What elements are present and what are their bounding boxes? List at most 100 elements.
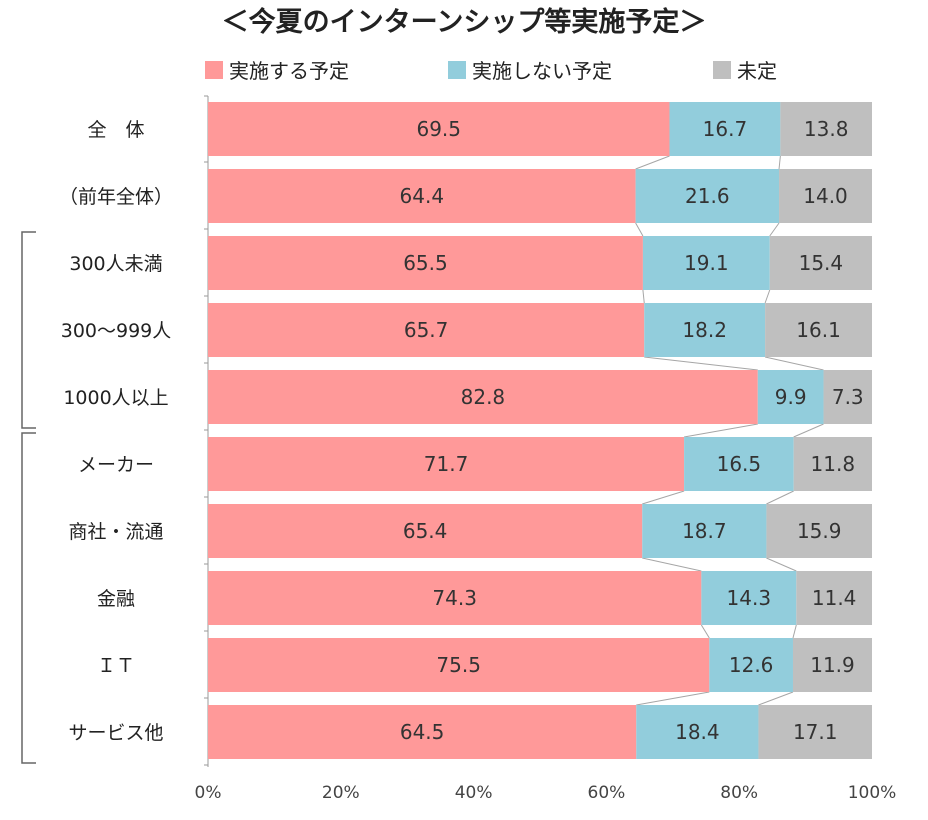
bar-segment — [208, 370, 758, 424]
data-label: 11.9 — [810, 653, 855, 677]
series-line — [642, 557, 702, 572]
data-label: 16.5 — [717, 452, 762, 476]
bar-segment — [636, 705, 759, 759]
series-line — [764, 356, 824, 371]
data-label: 14.3 — [727, 586, 772, 610]
data-label: 64.5 — [400, 720, 445, 744]
data-label: 65.7 — [404, 318, 449, 342]
x-tick-label: 80% — [720, 783, 758, 803]
bar-rows: 69.5 16.7 13.8 64.4 21.6 14.0 65.5 19.1 15.4 65.7… — [208, 102, 872, 759]
series-line — [684, 423, 758, 438]
data-label: 75.5 — [436, 653, 481, 677]
data-label: 69.5 — [416, 117, 461, 141]
category-label: メーカー — [78, 454, 154, 476]
series-line — [635, 222, 644, 237]
series-lines — [635, 155, 824, 706]
bar-segment — [792, 638, 872, 692]
series-line — [792, 624, 797, 639]
x-axis: 0% 20% 40% 60% 80% 100% — [195, 95, 897, 803]
bar-segment — [823, 370, 872, 424]
legend-swatch-2 — [448, 61, 466, 79]
category-label: ＩＴ — [97, 655, 135, 677]
legend-swatch-1 — [205, 61, 223, 79]
series-line — [769, 222, 780, 237]
bar-segment — [642, 236, 770, 290]
category-label: 1000人以上 — [63, 387, 168, 409]
bar-segment — [208, 102, 670, 156]
series-line — [764, 289, 771, 304]
bar-segment — [684, 437, 794, 491]
legend-swatch-3 — [713, 61, 731, 79]
category-label: 300人未満 — [69, 253, 162, 275]
series-line — [642, 490, 685, 505]
series-line — [700, 624, 710, 639]
data-label: 18.4 — [675, 720, 720, 744]
data-label: 16.1 — [796, 318, 841, 342]
bar-segment — [765, 303, 872, 357]
chart-legend: 実施する予定 実施しない予定 未定 — [205, 59, 777, 83]
series-line — [778, 155, 781, 170]
bar-segment — [208, 638, 710, 692]
data-label: 82.8 — [461, 385, 506, 409]
bar-segment — [208, 303, 645, 357]
data-label: 21.6 — [685, 184, 730, 208]
category-labels: 全 体 （前年全体） 300人未満 300～999人 1000人以上メーカー商社・流通金… — [59, 119, 173, 744]
category-label: 商社・流通 — [68, 521, 163, 543]
data-label: 15.4 — [799, 251, 844, 275]
data-label: 74.3 — [432, 586, 477, 610]
series-line — [766, 557, 797, 572]
data-label: 13.8 — [804, 117, 849, 141]
legend-label-1: 実施する予定 — [229, 59, 349, 83]
chart-title: ＜今夏のインターンシップ等実施予定＞ — [222, 6, 707, 38]
data-label: 16.7 — [703, 117, 748, 141]
series-line — [635, 155, 670, 170]
data-label: 18.7 — [682, 519, 727, 543]
series-line — [636, 691, 710, 706]
group-bracket-size — [21, 231, 36, 429]
bar-segment — [208, 437, 685, 491]
bar-segment — [644, 303, 766, 357]
data-label: 18.2 — [682, 318, 727, 342]
category-label: サービス他 — [68, 722, 163, 744]
bar-segment — [769, 236, 872, 290]
x-tick-label: 40% — [455, 783, 493, 803]
bar-segment — [709, 638, 793, 692]
data-label: 64.4 — [400, 184, 445, 208]
series-line — [644, 356, 758, 371]
x-tick-label: 100% — [848, 783, 897, 803]
x-tick-label: 20% — [322, 783, 360, 803]
data-label: 9.9 — [775, 385, 807, 409]
data-label: 15.9 — [797, 519, 842, 543]
bar-segment — [208, 169, 636, 223]
category-label: （前年全体） — [59, 186, 173, 208]
bar-segment — [779, 169, 872, 223]
bar-segment — [208, 504, 643, 558]
category-label: 全 体 — [87, 119, 144, 141]
series-line — [766, 490, 794, 505]
category-label: 金融 — [97, 588, 135, 610]
bar-segment — [701, 571, 797, 625]
bar-segment — [796, 571, 872, 625]
legend-label-3: 未定 — [737, 59, 777, 83]
data-label: 65.4 — [403, 519, 448, 543]
data-label: 17.1 — [793, 720, 838, 744]
legend-label-2: 実施しない予定 — [472, 59, 612, 83]
data-label: 14.0 — [803, 184, 848, 208]
group-brackets — [21, 231, 36, 764]
data-label: 65.5 — [403, 251, 448, 275]
category-label: 300～999人 — [61, 320, 172, 342]
bar-segment — [766, 504, 872, 558]
data-label: 19.1 — [684, 251, 729, 275]
bar-segment — [757, 370, 824, 424]
series-line — [758, 691, 794, 706]
data-label: 11.4 — [812, 586, 857, 610]
bar-segment — [758, 705, 872, 759]
x-tick-label: 60% — [588, 783, 626, 803]
data-label: 12.6 — [729, 653, 774, 677]
group-bracket-industry — [21, 432, 36, 764]
bar-segment — [793, 437, 872, 491]
bar-segment — [780, 102, 872, 156]
data-label: 71.7 — [424, 452, 469, 476]
bar-segment — [208, 705, 637, 759]
